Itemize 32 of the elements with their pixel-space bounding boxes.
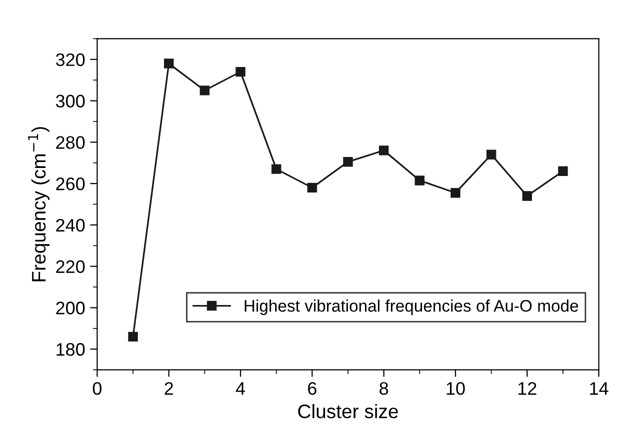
y-tick-label: 320 — [56, 53, 85, 66]
point — [522, 191, 532, 201]
x-tick-label: 4 — [236, 382, 245, 395]
y-tick-label: 240 — [56, 218, 85, 232]
x-tick-label: 8 — [380, 382, 388, 395]
x-axis-title: Cluster size — [298, 404, 398, 418]
point — [200, 86, 210, 96]
x-tick-label: 0 — [92, 382, 102, 395]
y-tick-label: 260 — [56, 177, 85, 190]
legend-label: Highest vibrational frequencies of Au-O mode — [244, 300, 578, 316]
y-axis-title: Frequency (cm$^{−1}$) — [28, 127, 50, 282]
x-tick-label: 14 — [590, 382, 608, 395]
point — [128, 332, 138, 342]
x-tick-label: 12 — [518, 382, 536, 395]
y-tick-label: 200 — [56, 302, 85, 314]
point — [450, 188, 460, 198]
point — [307, 182, 318, 193]
point — [414, 176, 425, 186]
x-tick-label: 6 — [308, 382, 316, 395]
point — [343, 156, 353, 167]
y-tick-label: 220 — [56, 260, 85, 274]
point — [486, 150, 496, 160]
point — [236, 66, 246, 77]
point — [558, 166, 568, 176]
y-tick-label: 180 — [56, 343, 85, 356]
point — [271, 164, 282, 174]
point — [378, 146, 389, 156]
x-tick-label: 2 — [164, 382, 173, 395]
y-tick-label: 300 — [56, 94, 85, 108]
y-tick-label: 280 — [56, 136, 85, 149]
point — [164, 58, 174, 68]
x-tick-label: 10 — [446, 382, 465, 395]
